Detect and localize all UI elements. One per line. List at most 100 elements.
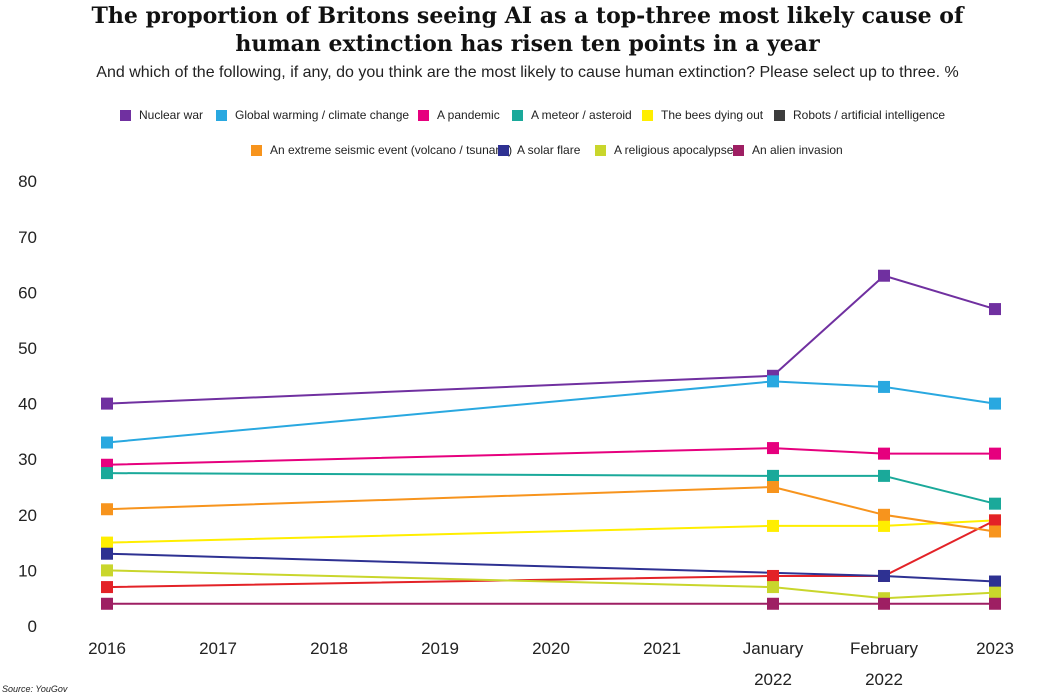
series-line-5	[106, 519, 996, 589]
legend-swatch	[120, 109, 131, 121]
chart-title-line-2: human extinction has risen ten points in…	[235, 31, 820, 57]
legend-label: A meteor / asteroid	[531, 108, 632, 122]
series-line-1	[106, 380, 996, 444]
legend-label: Nuclear war	[139, 108, 204, 122]
series-line-0	[106, 274, 996, 405]
chart-subtitle: And which of the following, if any, do y…	[96, 64, 959, 81]
legend-row-1: Nuclear war Global warming / climate cha…	[0, 108, 1055, 128]
chart-title-line-1: The proportion of Britons seeing AI as a…	[91, 3, 964, 29]
legend-label: An alien invasion	[752, 143, 843, 157]
x-tick-label: 2017	[199, 639, 237, 658]
data-point-0	[989, 303, 1001, 316]
y-tick-label: 50	[18, 339, 37, 358]
legend-item-solar-flare: A solar flare	[498, 143, 580, 157]
data-point-2	[878, 447, 890, 460]
data-point-9	[989, 597, 1001, 610]
y-tick-label: 20	[18, 506, 37, 525]
legend-row-2: An extreme seismic event (volcano / tsun…	[0, 143, 1055, 163]
data-point-8	[989, 586, 1001, 599]
data-point-3	[989, 497, 1001, 510]
legend-label: A pandemic	[437, 108, 500, 122]
y-tick-label: 80	[18, 172, 37, 191]
data-point-1	[101, 436, 113, 449]
data-point-9	[101, 597, 113, 610]
data-point-1	[878, 380, 890, 393]
data-point-2	[767, 442, 779, 455]
data-point-9	[767, 597, 779, 610]
x-tick-label-year: 2022	[865, 670, 903, 689]
legend-item-meteor: A meteor / asteroid	[512, 108, 632, 122]
y-tick-label: 0	[28, 617, 37, 636]
x-tick-label: February	[850, 639, 919, 658]
x-tick-label: 2020	[532, 639, 570, 658]
series-line-4	[106, 519, 996, 544]
data-point-6	[101, 503, 113, 516]
x-tick-label: 2018	[310, 639, 348, 658]
data-point-5	[989, 514, 1001, 527]
series-line-3	[106, 472, 996, 505]
data-point-3	[101, 467, 113, 480]
legend-swatch	[251, 144, 262, 156]
legend-item-pandemic: A pandemic	[418, 108, 500, 122]
legend-swatch	[512, 109, 523, 121]
series-line-7	[106, 552, 996, 583]
data-point-7	[101, 547, 113, 560]
legend-swatch	[418, 109, 429, 121]
y-tick-label: 10	[18, 561, 37, 580]
legend-swatch	[498, 144, 509, 156]
data-point-1	[989, 397, 1001, 410]
legend-swatch	[642, 109, 653, 121]
data-point-6	[767, 481, 779, 493]
x-tick-label: 2019	[421, 639, 459, 658]
x-tick-label-year: 2022	[754, 670, 792, 689]
legend-item-global-warming: Global warming / climate change	[216, 108, 409, 122]
data-point-4	[878, 519, 890, 532]
legend-label: An extreme seismic event (volcano / tsun…	[270, 143, 513, 157]
data-point-4	[767, 519, 779, 532]
y-tick-label: 70	[18, 228, 37, 247]
legend-item-seismic: An extreme seismic event (volcano / tsun…	[251, 143, 512, 157]
legend-item-bees: The bees dying out	[642, 108, 763, 122]
legend-swatch	[774, 109, 785, 121]
data-point-6	[989, 525, 1001, 538]
x-tick-label: 2023	[976, 639, 1014, 658]
legend-label: A religious apocalypse	[614, 143, 734, 157]
data-point-6	[878, 508, 890, 521]
data-point-3	[878, 469, 890, 482]
data-point-8	[767, 581, 779, 594]
data-point-9	[878, 597, 890, 610]
series-line-2	[106, 447, 995, 466]
y-tick-label: 60	[18, 283, 37, 302]
legend-label: A solar flare	[517, 143, 581, 157]
legend-item-alien: An alien invasion	[733, 143, 843, 157]
data-point-0	[101, 397, 113, 410]
data-point-8	[101, 564, 113, 577]
x-tick-label: January	[743, 639, 804, 658]
data-point-3	[767, 469, 779, 482]
data-point-7	[878, 569, 890, 582]
legend-item-robots-ai: Robots / artificial intelligence	[774, 108, 945, 122]
data-point-1	[767, 375, 779, 388]
y-tick-label: 30	[18, 450, 37, 469]
data-point-0	[878, 269, 890, 282]
chart-title: The proportion of Britons seeing AI as a…	[0, 2, 1055, 58]
x-tick-label: 2016	[88, 639, 126, 658]
data-point-5	[767, 569, 779, 582]
legend-item-religious: A religious apocalypse	[595, 143, 733, 157]
series-line-6	[106, 486, 996, 533]
data-point-5	[101, 581, 113, 594]
legend-label: The bees dying out	[661, 108, 764, 122]
data-point-2	[989, 447, 1001, 460]
source-note: Source: YouGov	[2, 684, 68, 694]
legend-swatch	[595, 144, 606, 156]
legend-item-nuclear-war: Nuclear war	[120, 108, 203, 122]
legend-swatch	[216, 109, 227, 121]
series-line-8	[106, 569, 996, 600]
y-tick-label: 40	[18, 395, 37, 414]
legend-label: Robots / artificial intelligence	[793, 108, 946, 122]
legend-label: Global warming / climate change	[235, 108, 410, 122]
data-point-7	[989, 575, 1001, 588]
data-point-4	[101, 536, 113, 549]
x-tick-label: 2021	[643, 639, 681, 658]
